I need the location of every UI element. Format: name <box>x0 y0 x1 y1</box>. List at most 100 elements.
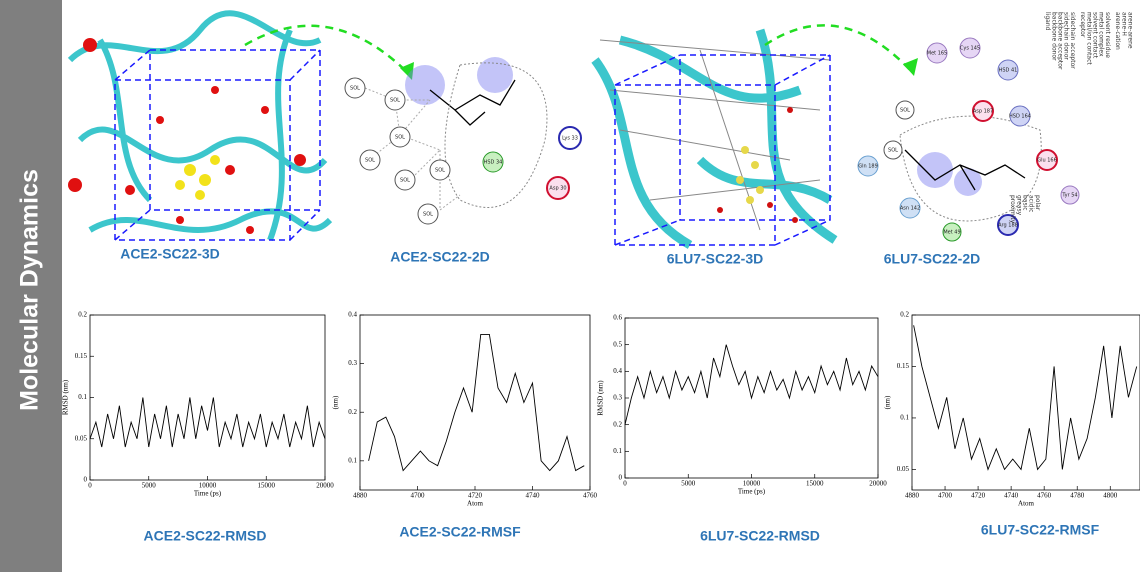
node-label: Glu 166 <box>1037 158 1057 164</box>
node-label: SOL <box>888 148 898 154</box>
x-tick-label: 0 <box>623 480 627 488</box>
arrow-head <box>903 58 918 76</box>
node: Asp 30 <box>547 177 569 199</box>
plot-frame <box>912 315 1140 490</box>
x-tick-label: 0 <box>88 482 92 490</box>
node: Glu 166 <box>1037 150 1057 170</box>
panel-caption: 6LU7-SC22-3D <box>667 251 763 267</box>
chart-title: 6LU7-SC22-RMSF <box>981 522 1100 538</box>
ace2-3d-image <box>68 13 330 240</box>
node-label: Met 165 <box>927 51 947 57</box>
x-tick-label: 4700 <box>938 492 953 500</box>
node: Met 49 <box>943 223 961 241</box>
x-tick-label: 4700 <box>411 492 426 500</box>
y-tick-label: 0.4 <box>613 367 622 375</box>
y-tick-label: 0.3 <box>348 359 357 367</box>
x-tick-label: 10000 <box>743 480 761 488</box>
node-label: SOL <box>395 135 405 141</box>
y-tick-label: 0.05 <box>897 465 910 473</box>
legend-entry: proximity <box>1009 195 1016 224</box>
node: Lys 33 <box>559 127 581 149</box>
node: SOL <box>390 127 410 147</box>
y-tick-label: 0.05 <box>75 434 88 442</box>
node-label: Asp 187 <box>973 109 993 115</box>
x-tick-label: 4880 <box>905 492 920 500</box>
x-tick-label: 4740 <box>526 492 541 500</box>
node: SOL <box>385 90 405 110</box>
node-label: SOL <box>365 158 375 164</box>
arrow <box>245 26 410 75</box>
x-tick-label: 4760 <box>583 492 598 500</box>
node: Asp 187 <box>973 101 993 121</box>
node: SOL <box>360 150 380 170</box>
x-tick-label: 4780 <box>1070 492 1085 500</box>
panel-caption: ACE2-SC22-3D <box>120 246 220 262</box>
x-tick-label: 4720 <box>971 492 986 500</box>
x-tick-label: 15000 <box>806 480 824 488</box>
node-label: Arg 188 <box>998 223 1018 229</box>
y-tick-label: 0.4 <box>348 311 357 319</box>
chart-title: ACE2-SC22-RMSD <box>144 528 267 544</box>
node-label: SOL <box>423 212 433 218</box>
node-label: HSD 164 <box>1009 114 1031 120</box>
node-label: Asp 30 <box>549 186 566 192</box>
x-axis-label: Atom <box>467 500 484 508</box>
y-tick-label: 0.15 <box>897 362 910 370</box>
arrow <box>765 25 912 72</box>
node-label: SOL <box>900 108 910 114</box>
x-tick-label: 5000 <box>142 482 157 490</box>
node: SOL <box>418 204 438 224</box>
node: Met 165 <box>927 43 947 63</box>
node-label: SOL <box>435 168 445 174</box>
chart-title: 6LU7-SC22-RMSD <box>700 528 820 544</box>
x-axis-label: Atom <box>1018 500 1035 508</box>
y-tick-label: 0.5 <box>613 340 622 348</box>
y-tick-label: 0.2 <box>613 420 622 428</box>
chart-title: ACE2-SC22-RMSF <box>399 524 521 540</box>
y-tick-label: 0.2 <box>900 311 909 319</box>
node: HSD 164 <box>1009 106 1031 126</box>
y-axis-label: RMSD (nm) <box>597 380 605 416</box>
node-label: Met 49 <box>943 230 960 236</box>
node-label: Cys 145 <box>960 46 980 52</box>
x-tick-label: 4720 <box>468 492 483 500</box>
x-tick-label: 10000 <box>199 482 217 490</box>
node-label: SOL <box>390 98 400 104</box>
y-tick-label: 0.1 <box>900 414 909 422</box>
x-tick-label: 5000 <box>681 480 696 488</box>
y-axis-label: RMSD (nm) <box>62 379 70 415</box>
y-tick-label: 0.2 <box>78 311 87 319</box>
node-label: HSD 41 <box>999 68 1018 74</box>
side-label: Molecular Dynamics <box>16 169 44 411</box>
node-label: Gln 189 <box>858 164 878 170</box>
node: Asn 142 <box>900 198 920 218</box>
x-axis-label: Time (ps) <box>738 488 766 496</box>
y-tick-label: 0 <box>84 476 88 484</box>
x-axis-label: Time (ps) <box>194 490 222 498</box>
y-tick-label: 0.1 <box>613 447 622 455</box>
6lu7-3d-image <box>595 30 835 245</box>
node: SOL <box>884 141 902 159</box>
x-tick-label: 20000 <box>316 482 334 490</box>
legend-entry: arene-cation <box>1114 12 1121 50</box>
y-tick-label: 0.2 <box>348 408 357 416</box>
legend-entry: ligand <box>1044 12 1051 31</box>
node: SOL <box>430 160 450 180</box>
node-label: SOL <box>350 86 360 92</box>
node: SOL <box>395 170 415 190</box>
x-tick-label: 4740 <box>1004 492 1019 500</box>
node-label: SOL <box>400 178 410 184</box>
panel-caption: 6LU7-SC22-2D <box>884 251 980 267</box>
legend-entry: receptor <box>1079 12 1086 38</box>
y-tick-label: 0.1 <box>78 393 87 401</box>
y-tick-label: 0.6 <box>613 314 622 322</box>
plot-frame <box>90 315 325 480</box>
y-tick-label: 0.15 <box>75 352 88 360</box>
node: SOL <box>345 78 365 98</box>
x-tick-label: 4880 <box>353 492 368 500</box>
node: SOL <box>896 101 914 119</box>
x-tick-label: 4800 <box>1103 492 1118 500</box>
node-label: Tyr 54 <box>1061 193 1077 199</box>
node-label: HSD 34 <box>484 160 503 166</box>
x-tick-label: 20000 <box>869 480 887 488</box>
